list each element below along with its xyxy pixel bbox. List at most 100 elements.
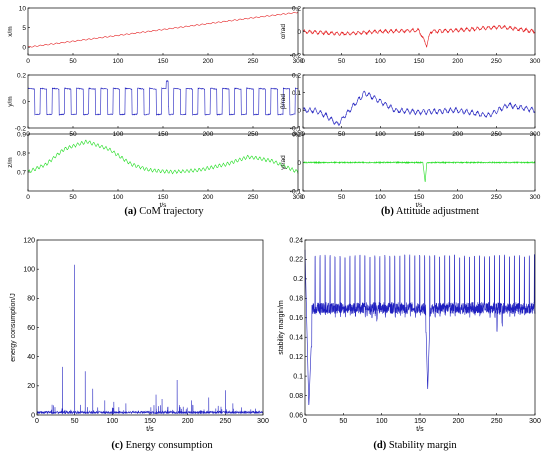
series-line-3-0 <box>302 24 536 48</box>
x-tick-label: 50 <box>338 58 346 65</box>
y-tick-label: 0.1 <box>292 131 301 138</box>
series-line-2-0 <box>27 139 299 175</box>
x-tick-label: 200 <box>182 418 194 425</box>
x-tick-label: 250 <box>248 131 259 138</box>
caption-c: (c) Energy consumption <box>111 440 213 451</box>
y-tick-label: 0.12 <box>289 354 303 361</box>
y-tick-label: 0 <box>297 108 301 115</box>
y-tick-label: 20 <box>27 383 35 390</box>
y-tick-label: 0.2 <box>293 276 303 283</box>
y-tick-label: 0 <box>31 412 35 419</box>
x-tick-label: 150 <box>414 58 425 65</box>
chart-panel-4: 0 50 100 150 200 250 300-0.100.10.2β/rad <box>280 72 541 138</box>
y-tick-label: 100 <box>23 266 35 273</box>
y-axis-label: stability margin/m <box>278 300 285 355</box>
x-tick-label: 0 <box>303 418 307 425</box>
x-tick-label: 0 <box>301 58 305 65</box>
plot-frame <box>302 74 536 129</box>
x-tick-label: 250 <box>219 418 231 425</box>
chart-panel-1: 0 50 100 150 200 250 300-0.200.2y/m <box>7 72 304 138</box>
x-axis-label: t/s <box>416 426 424 433</box>
x-tick-label: 50 <box>339 418 347 425</box>
series-line-4-0 <box>302 90 536 127</box>
y-tick-label: 10 <box>19 5 27 12</box>
y-axis-label: y/m <box>7 96 14 106</box>
x-tick-label: 200 <box>203 131 214 138</box>
x-tick-label: 150 <box>414 194 425 201</box>
plot-frame <box>27 133 299 192</box>
x-tick-label: 250 <box>248 58 259 65</box>
x-tick-label: 200 <box>452 131 463 138</box>
caption-a: (a) CoM trajectory <box>124 206 204 217</box>
y-axis-label: x/m <box>7 26 14 36</box>
chart-panel-6: 0 50 100 150 200 250 300 0 20 40 60 80 100 120 energy … <box>10 237 269 433</box>
y-tick-label: 0.22 <box>289 257 303 264</box>
y-tick-label: -0.1 <box>290 125 302 132</box>
x-tick-label: 200 <box>452 194 463 201</box>
chart-panel-2: 0 50 100 150 200 250 300 0.7 0.8 0.9 z/m t/s <box>7 131 304 209</box>
x-tick-label: 300 <box>530 194 541 201</box>
x-tick-label: 250 <box>491 194 502 201</box>
y-tick-label: -0.1 <box>290 188 302 195</box>
x-tick-label: 50 <box>71 418 79 425</box>
x-tick-label: 100 <box>375 58 386 65</box>
y-tick-label: 0 <box>22 44 26 51</box>
x-tick-label: 300 <box>293 194 304 201</box>
y-tick-label: 0.06 <box>289 412 303 419</box>
y-tick-label: 80 <box>27 296 35 303</box>
y-tick-label: 0.2 <box>17 72 26 79</box>
y-tick-label: 0.9 <box>17 131 26 138</box>
x-tick-label: 0 <box>301 194 305 201</box>
series-line-0-0 <box>27 12 299 48</box>
x-tick-label: 150 <box>414 418 426 425</box>
x-tick-label: 200 <box>203 194 214 201</box>
x-tick-label: 100 <box>113 58 124 65</box>
x-tick-label: 150 <box>158 58 169 65</box>
x-tick-label: 200 <box>452 58 463 65</box>
x-tick-label: 100 <box>113 194 124 201</box>
x-tick-label: 300 <box>530 58 541 65</box>
y-axis-label: γ/rad <box>280 155 287 170</box>
y-tick-label: 0.08 <box>289 393 303 400</box>
series-line-5-0 <box>302 160 536 183</box>
caption-b: (b) Attitude adjustment <box>380 206 479 217</box>
x-tick-label: 250 <box>491 418 503 425</box>
x-tick-label: 0 <box>26 58 30 65</box>
chart-panel-7: 0 50 100 150 200 250 300 0.06 0.08 0.1 0.12 0.14 0.1… <box>278 237 541 433</box>
x-tick-label: 300 <box>293 58 304 65</box>
x-tick-label: 100 <box>376 418 388 425</box>
y-tick-label: 0.1 <box>293 373 303 380</box>
y-tick-label: 0.16 <box>289 315 303 322</box>
plot-frame <box>302 7 536 56</box>
x-axis-label: t/s <box>416 202 424 209</box>
x-tick-label: 50 <box>338 131 346 138</box>
x-tick-label: 150 <box>414 131 425 138</box>
x-tick-label: 150 <box>158 131 169 138</box>
x-tick-label: 50 <box>69 131 77 138</box>
caption-d: (d) Stability margin <box>373 440 457 451</box>
series-line-7-0 <box>304 249 536 406</box>
x-tick-label: 300 <box>529 418 541 425</box>
x-tick-label: 0 <box>26 194 30 201</box>
y-axis-label: α/rad <box>280 24 287 39</box>
series-line-6-0 <box>36 264 264 415</box>
x-tick-label: 50 <box>69 58 77 65</box>
x-tick-label: 100 <box>375 194 386 201</box>
y-tick-label: 0.2 <box>292 72 301 79</box>
y-tick-label: 0 <box>22 99 26 106</box>
x-tick-label: 100 <box>106 418 118 425</box>
x-axis-label: t/s <box>160 202 168 209</box>
x-tick-label: 100 <box>375 131 386 138</box>
plot-frame <box>304 239 536 416</box>
x-tick-label: 100 <box>113 131 124 138</box>
y-tick-label: 40 <box>27 354 35 361</box>
x-tick-label: 50 <box>338 194 346 201</box>
y-tick-label: 0 <box>297 29 301 36</box>
y-tick-label: -0.2 <box>15 125 27 132</box>
y-tick-label: 0.24 <box>289 237 303 244</box>
plot-frame <box>27 74 299 129</box>
y-tick-label: 0.7 <box>17 169 26 176</box>
plot-frame <box>27 7 299 56</box>
